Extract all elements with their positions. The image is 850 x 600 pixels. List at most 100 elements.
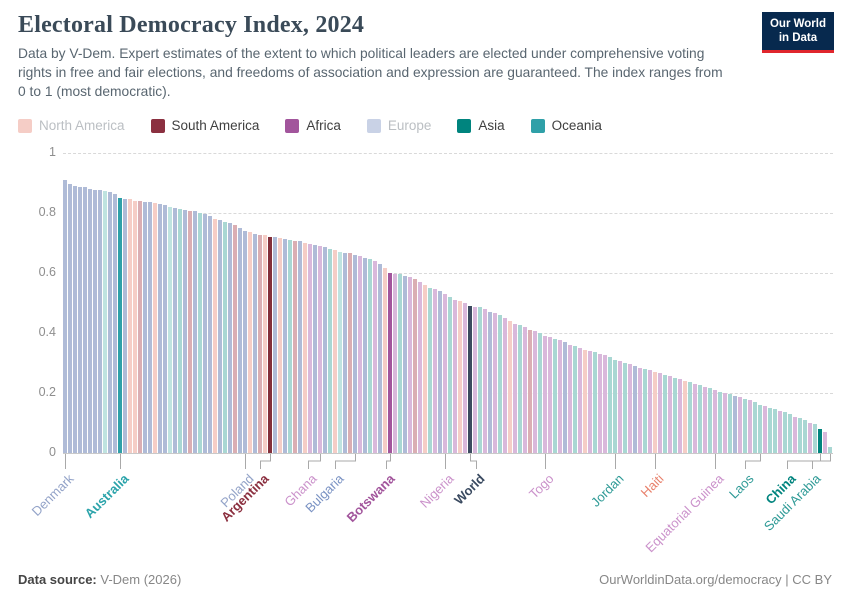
bar[interactable]: [683, 381, 687, 453]
bar[interactable]: [103, 191, 107, 453]
bar[interactable]: [368, 259, 372, 453]
bar[interactable]: [398, 274, 402, 453]
bar[interactable]: [488, 312, 492, 453]
legend-item-oceania[interactable]: Oceania: [530, 118, 602, 133]
bar[interactable]: [298, 241, 302, 453]
bar[interactable]: [818, 429, 822, 453]
bar[interactable]: [223, 222, 227, 453]
bar[interactable]: [283, 239, 287, 453]
bar[interactable]: [63, 180, 67, 453]
bar[interactable]: [418, 282, 422, 453]
bar[interactable]: [743, 399, 747, 453]
bar[interactable]: [793, 417, 797, 453]
bar[interactable]: [693, 384, 697, 453]
bar[interactable]: [748, 400, 752, 453]
bar[interactable]: [658, 373, 662, 453]
bar[interactable]: [213, 219, 217, 453]
bar[interactable]: [538, 333, 542, 453]
bar[interactable]: [73, 186, 77, 453]
legend-item-europe[interactable]: Europe: [366, 118, 431, 133]
bar[interactable]: [203, 214, 207, 453]
legend-item-africa[interactable]: Africa: [285, 118, 341, 133]
bar[interactable]: [348, 253, 352, 453]
bar[interactable]: [673, 378, 677, 453]
bar[interactable]: [633, 366, 637, 453]
bar[interactable]: [643, 369, 647, 453]
bar[interactable]: [278, 238, 282, 453]
bar[interactable]: [428, 288, 432, 453]
legend-item-south-america[interactable]: South America: [150, 118, 259, 133]
bar[interactable]: [813, 424, 817, 453]
bar[interactable]: [68, 184, 72, 453]
bar[interactable]: [388, 273, 392, 453]
bar[interactable]: [403, 276, 407, 453]
bar[interactable]: [523, 327, 527, 453]
bar[interactable]: [263, 235, 267, 453]
bar[interactable]: [333, 250, 337, 453]
bar[interactable]: [583, 350, 587, 453]
bar[interactable]: [628, 364, 632, 453]
bar[interactable]: [553, 339, 557, 453]
bar[interactable]: [93, 190, 97, 453]
bar[interactable]: [663, 375, 667, 453]
owid-logo[interactable]: Our World in Data: [761, 12, 834, 53]
legend-item-north-america[interactable]: North America: [18, 118, 125, 133]
bar[interactable]: [828, 447, 832, 453]
bar[interactable]: [238, 228, 242, 453]
bar[interactable]: [783, 412, 787, 453]
bar[interactable]: [803, 420, 807, 453]
bar[interactable]: [723, 393, 727, 453]
bar[interactable]: [578, 348, 582, 453]
bar[interactable]: [288, 240, 292, 453]
bar[interactable]: [718, 392, 722, 453]
bar[interactable]: [308, 244, 312, 453]
bar[interactable]: [653, 372, 657, 453]
bar[interactable]: [303, 243, 307, 453]
bar[interactable]: [173, 208, 177, 453]
bar[interactable]: [188, 211, 192, 453]
bar[interactable]: [518, 325, 522, 453]
bar[interactable]: [708, 388, 712, 453]
bar[interactable]: [158, 204, 162, 453]
bar[interactable]: [603, 355, 607, 453]
bar[interactable]: [108, 192, 112, 453]
bar[interactable]: [363, 258, 367, 453]
bar[interactable]: [588, 351, 592, 453]
bar[interactable]: [183, 210, 187, 453]
bar[interactable]: [498, 315, 502, 453]
bar[interactable]: [373, 261, 377, 453]
bar[interactable]: [543, 336, 547, 453]
bar[interactable]: [268, 237, 272, 453]
bar[interactable]: [198, 213, 202, 453]
bar[interactable]: [593, 352, 597, 453]
bar[interactable]: [193, 211, 197, 453]
bar[interactable]: [678, 379, 682, 453]
bar[interactable]: [573, 346, 577, 453]
bar[interactable]: [648, 370, 652, 453]
bar[interactable]: [248, 232, 252, 453]
bar[interactable]: [568, 345, 572, 453]
bar[interactable]: [408, 277, 412, 453]
bar[interactable]: [243, 231, 247, 453]
bar[interactable]: [88, 189, 92, 453]
bar[interactable]: [613, 360, 617, 453]
bar[interactable]: [698, 385, 702, 453]
bar[interactable]: [768, 408, 772, 453]
bar[interactable]: [218, 220, 222, 453]
bar[interactable]: [178, 209, 182, 453]
bar[interactable]: [623, 363, 627, 453]
bar[interactable]: [128, 199, 132, 453]
bar[interactable]: [778, 411, 782, 453]
bar[interactable]: [773, 409, 777, 453]
bar[interactable]: [353, 255, 357, 453]
bar[interactable]: [423, 285, 427, 453]
bar[interactable]: [513, 324, 517, 453]
bar[interactable]: [358, 256, 362, 453]
bar[interactable]: [318, 246, 322, 453]
footer-link[interactable]: OurWorldinData.org/democracy | CC BY: [599, 572, 832, 587]
legend-item-asia[interactable]: Asia: [457, 118, 505, 133]
bar[interactable]: [253, 234, 257, 453]
bar[interactable]: [548, 337, 552, 453]
bar[interactable]: [328, 249, 332, 453]
bar[interactable]: [273, 237, 277, 453]
